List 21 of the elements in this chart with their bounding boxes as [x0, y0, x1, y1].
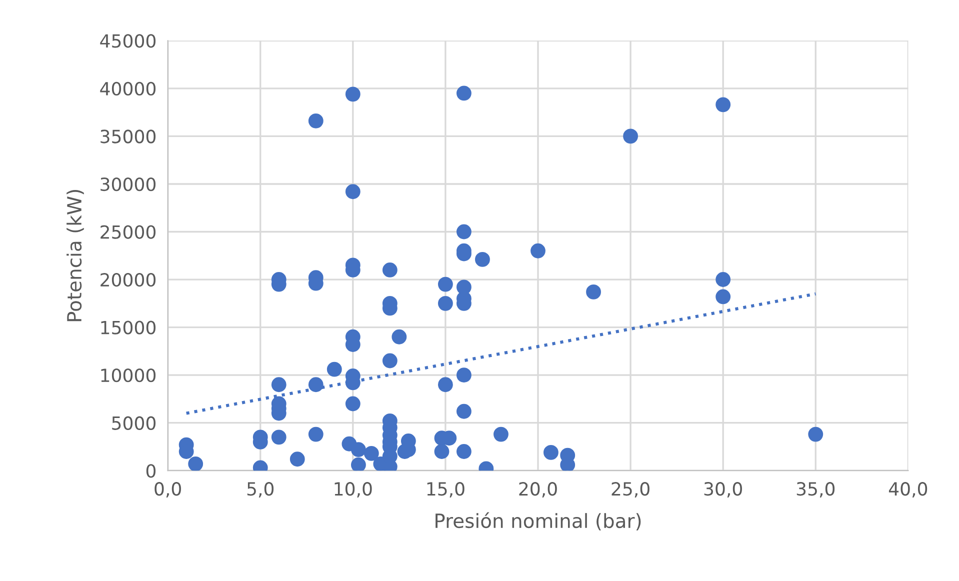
x-tick-label: 25,0	[612, 482, 650, 498]
x-tick-label: 30,0	[704, 482, 742, 498]
x-tick-label: 35,0	[796, 482, 835, 498]
x-tick-label: 10,0	[334, 482, 372, 498]
y-tick-label: 25000	[100, 225, 156, 239]
x-tick-label: 40,0	[888, 482, 928, 498]
y-tick-label: 40000	[100, 82, 156, 96]
x-tick-label: 0,0	[154, 482, 181, 498]
x-tick-label: 15,0	[427, 482, 464, 498]
y-tick-label: 5000	[112, 416, 156, 430]
y-axis-title: Potencia (kW)	[66, 190, 84, 322]
y-tick-label: 45000	[100, 34, 156, 48]
y-tick-label: 10000	[101, 368, 156, 382]
y-tick-label: 20000	[100, 272, 156, 287]
y-tick-label: 15000	[101, 320, 156, 334]
y-tick-label: 0	[146, 464, 156, 478]
y-tick-label: 35000	[100, 130, 156, 144]
x-tick-label: 5,0	[247, 482, 274, 498]
x-tick-label: 20,0	[519, 482, 557, 498]
y-tick-label: 30000	[100, 177, 156, 192]
x-axis-title: Presión nominal (bar)	[436, 512, 641, 530]
